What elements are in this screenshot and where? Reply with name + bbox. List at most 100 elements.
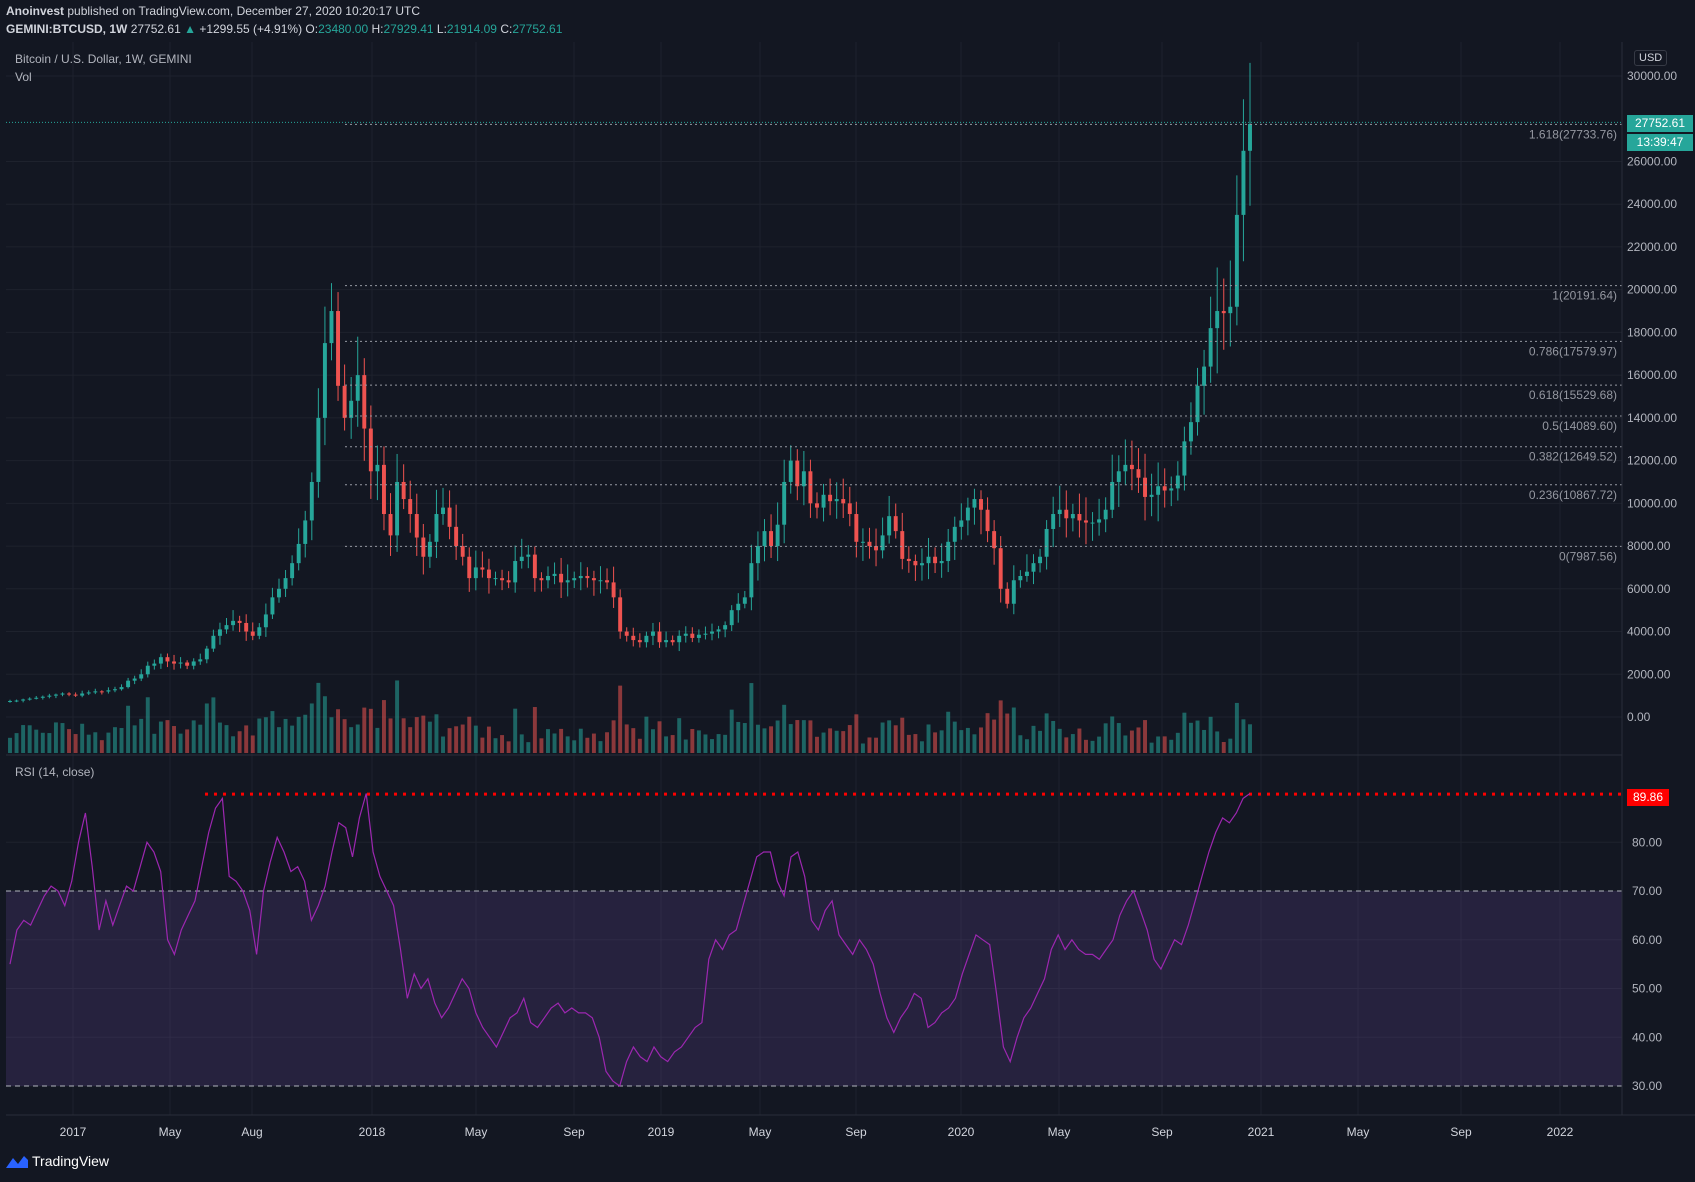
time-tick-label: 2022 [1547, 1125, 1574, 1139]
candle-body [506, 580, 511, 583]
candle-body [27, 698, 32, 700]
volume-bar [408, 727, 413, 753]
fib-label: 0.618(15529.68) [1529, 388, 1617, 402]
tradingview-logo-icon [6, 1156, 28, 1168]
volume-bar [1188, 722, 1193, 753]
volume-bar [250, 735, 255, 753]
candle-body [972, 499, 977, 508]
candle-body [591, 578, 596, 581]
candle-body [86, 692, 91, 694]
fib-label: 0.382(12649.52) [1529, 450, 1617, 464]
candle-body [1234, 214, 1239, 307]
time-tick-label: Sep [1151, 1125, 1173, 1139]
volume-bar [552, 733, 557, 753]
brand-name: TradingView [32, 1153, 110, 1169]
candle-body [1221, 311, 1226, 314]
candle-body [1084, 520, 1088, 523]
price-tick-label: 4000.00 [1627, 625, 1671, 639]
fib-label: 1(20191.64) [1552, 289, 1617, 303]
open-label: O: [305, 22, 319, 36]
candle-body [1018, 575, 1023, 581]
candle-body [211, 635, 216, 649]
rsi-tick-label: 40.00 [1632, 1030, 1662, 1044]
candle-body [40, 696, 45, 698]
candle-body [854, 514, 859, 542]
time-tick-label: 2021 [1248, 1125, 1275, 1139]
time-tick-label: May [159, 1125, 182, 1139]
time-tick-label: Sep [845, 1125, 867, 1139]
low-value: 21914.09 [446, 22, 497, 36]
rsi-tick-label: 70.00 [1632, 884, 1662, 898]
volume-bar [618, 685, 623, 753]
volume-bar [670, 735, 675, 753]
candle-body [1248, 124, 1252, 151]
volume-bar [860, 743, 865, 753]
candle-body [263, 614, 268, 628]
volume-bar [821, 732, 826, 753]
volume-bar [1084, 739, 1088, 753]
volume-bar [1005, 713, 1010, 753]
volume-bar [769, 726, 774, 753]
volume-bar [1215, 731, 1220, 753]
time-tick-label: May [1347, 1125, 1370, 1139]
volume-bar [972, 734, 977, 753]
candle-body [414, 514, 419, 538]
tradingview-logo[interactable]: TradingView [6, 1153, 109, 1169]
candle-body [126, 680, 131, 688]
publish-line: Anoinvest published on TradingView.com, … [6, 4, 420, 18]
volume-bar [467, 716, 472, 753]
volume-bar [198, 724, 203, 753]
volume-bar [946, 711, 951, 753]
candle-body [119, 687, 124, 690]
candle-body [762, 531, 767, 547]
pane-title: Bitcoin / U.S. Dollar, 1W, GEMINI [15, 52, 192, 66]
up-arrow-icon: ▲ [184, 22, 196, 36]
candle-body [1156, 486, 1161, 495]
volume-bar [828, 728, 833, 753]
candle-body [1110, 481, 1115, 510]
candle-body [408, 499, 413, 515]
volume-bar [1221, 742, 1226, 753]
volume-bar [598, 741, 603, 753]
candle-body [1149, 494, 1154, 497]
volume-bar [500, 735, 505, 753]
volume-bar [506, 741, 511, 753]
candle-body [532, 554, 537, 579]
volume-bar [40, 732, 45, 753]
volume-bar [611, 720, 616, 753]
volume-bar [119, 728, 124, 753]
volume-bar [447, 728, 452, 753]
candle-body [362, 375, 367, 429]
candle-body [919, 563, 924, 566]
volume-bar [926, 724, 931, 753]
volume-bar [21, 725, 26, 753]
volume-bar [73, 734, 78, 753]
volume-bar [1070, 734, 1075, 753]
candle-body [1162, 486, 1167, 491]
fib-label: 1.618(27733.76) [1529, 127, 1617, 141]
candle-body [441, 507, 445, 515]
volume-bar [1129, 730, 1134, 753]
candle-body [992, 531, 997, 549]
volume-bar [782, 704, 787, 753]
candle-body [906, 558, 911, 562]
time-tick-label: May [465, 1125, 488, 1139]
volume-bar [965, 727, 970, 753]
candle-body [775, 524, 780, 547]
candle-body [959, 520, 964, 527]
volume-bar [93, 732, 98, 753]
candle-body [578, 575, 583, 579]
candle-body [53, 694, 58, 696]
candle-body [460, 546, 465, 557]
candle-body [874, 546, 878, 551]
volume-bar [1182, 712, 1187, 753]
volume-bar [427, 721, 432, 753]
publisher[interactable]: Anoinvest [6, 4, 65, 18]
candle-body [952, 526, 957, 542]
currency-button[interactable]: USD [1634, 50, 1668, 66]
volume-bar [336, 709, 341, 753]
time-tick-label: Aug [241, 1125, 262, 1139]
price-tick-label: 10000.00 [1627, 496, 1677, 510]
change: +1299.55 (+4.91%) [199, 22, 303, 36]
candle-body [821, 494, 826, 508]
